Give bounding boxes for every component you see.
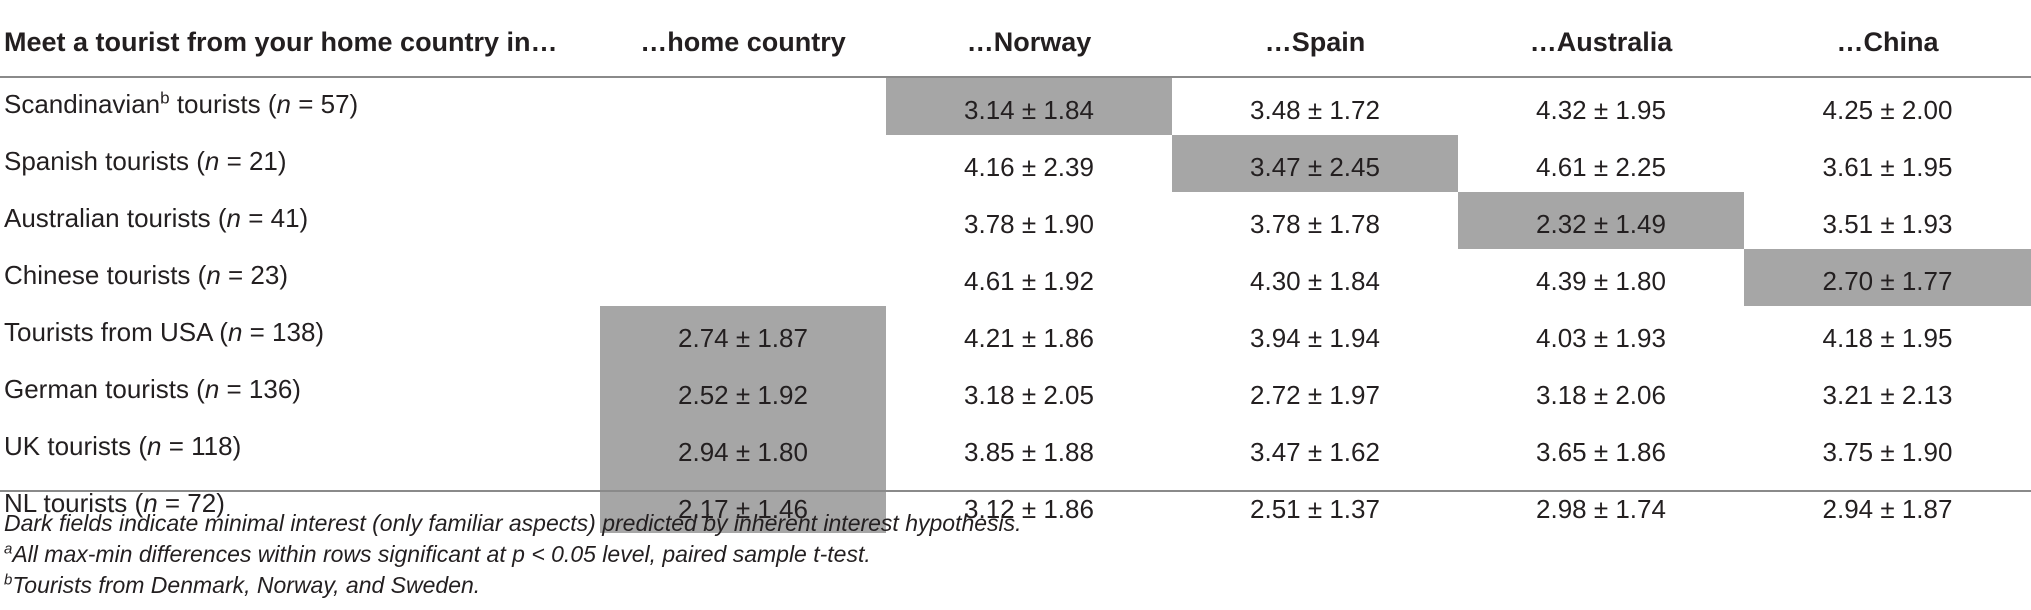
- table-cell: 2.98 ± 1.74: [1536, 493, 1666, 524]
- table-cell: 4.21 ± 1.86: [964, 323, 1094, 353]
- row-label: Tourists from USA (n = 138): [4, 317, 325, 347]
- row-label-header: Meet a tourist from your home country in…: [0, 14, 600, 78]
- row-label: Spanish tourists (n = 21): [4, 146, 287, 176]
- table-bottom-rule: [0, 490, 2031, 492]
- table-cell: 2.94 ± 1.87: [1822, 493, 1953, 524]
- table-cell: 3.78 ± 1.78: [1250, 209, 1380, 239]
- table-cell: 3.94 ± 1.94: [1250, 323, 1380, 353]
- header-row: Meet a tourist from your home country in…: [0, 14, 2031, 78]
- table-cell: 4.61 ± 1.92: [964, 266, 1094, 296]
- table-cell: 4.16 ± 2.39: [964, 152, 1094, 182]
- table-cell: 2.72 ± 1.97: [1250, 380, 1380, 410]
- row-label: Australian tourists (n = 41): [4, 203, 309, 233]
- table-cell: 3.47 ± 2.45: [1172, 135, 1458, 192]
- table-cell: [600, 249, 886, 306]
- row-label: UK tourists (n = 118): [4, 431, 242, 461]
- table-cell: 4.39 ± 1.80: [1536, 266, 1666, 296]
- table-cell: 3.61 ± 1.95: [1822, 152, 1953, 182]
- column-header-norway: …Norway: [886, 14, 1172, 78]
- table-cell: 3.47 ± 1.62: [1250, 437, 1380, 467]
- footnote-dark-fields: Dark fields indicate minimal interest (o…: [4, 510, 1022, 536]
- table-cell: 4.61 ± 2.25: [1536, 152, 1666, 182]
- results-table: Meet a tourist from your home country in…: [0, 14, 2031, 533]
- table-cell: 3.18 ± 2.05: [964, 380, 1094, 410]
- table-cell: [600, 135, 886, 192]
- table-row: Spanish tourists (n = 21) 4.16 ± 2.39 3.47…: [0, 135, 2031, 192]
- footnote-a: aAll max-min differences within rows sig…: [4, 540, 871, 567]
- column-header-china: …China: [1744, 14, 2031, 78]
- table-cell: 3.51 ± 1.93: [1822, 209, 1953, 239]
- table-cell: 3.65 ± 1.86: [1536, 437, 1666, 467]
- table-cell: 4.18 ± 1.95: [1822, 323, 1953, 353]
- table-row: Chinese tourists (n = 23) 4.61 ± 1.92 4.30…: [0, 249, 2031, 306]
- row-label: German tourists (n = 136): [4, 374, 301, 404]
- column-header-home-country: …home country: [600, 14, 886, 78]
- table-row: Scandinavianb tourists (n = 57) 3.14 ± 1.…: [0, 77, 2031, 135]
- table-row: Tourists from USA (n = 138) 2.74 ± 1.87 4.…: [0, 306, 2031, 363]
- table-cell: 2.51 ± 1.37: [1250, 493, 1380, 524]
- table-cell: 2.52 ± 1.92: [600, 363, 886, 420]
- table-cell: 3.14 ± 1.84: [886, 77, 1172, 135]
- column-header-spain: …Spain: [1172, 14, 1458, 78]
- table-body: Scandinavianb tourists (n = 57) 3.14 ± 1.…: [0, 77, 2031, 533]
- row-label: Scandinavianb tourists (n = 57): [4, 88, 359, 119]
- row-label: NL tourists (n = 72): [4, 487, 225, 518]
- table-cell: 4.32 ± 1.95: [1536, 95, 1666, 125]
- table-cell: 3.85 ± 1.88: [964, 437, 1094, 467]
- table-row: German tourists (n = 136) 2.52 ± 1.92 3.18…: [0, 363, 2031, 420]
- table-cell: 3.75 ± 1.90: [1822, 437, 1953, 467]
- table-cell: 4.30 ± 1.84: [1250, 266, 1380, 296]
- table-cell: 4.25 ± 2.00: [1822, 95, 1953, 125]
- table-cell: [600, 192, 886, 249]
- table-cell: 4.03 ± 1.93: [1536, 323, 1666, 353]
- table-row: Australian tourists (n = 41) 3.78 ± 1.90 3…: [0, 192, 2031, 249]
- column-header-australia: …Australia: [1458, 14, 1744, 78]
- table-cell: 3.12 ± 1.86: [964, 493, 1094, 524]
- table-cell: [600, 77, 886, 135]
- footnote-b: bTourists from Denmark, Norway, and Swed…: [4, 571, 481, 598]
- table-cell: 2.17 ± 1.46: [600, 477, 886, 533]
- table-cell: 2.94 ± 1.80: [600, 420, 886, 477]
- table-row: UK tourists (n = 118) 2.94 ± 1.80 3.85 ± 1…: [0, 420, 2031, 477]
- table-cell: 2.74 ± 1.87: [600, 306, 886, 363]
- table-cell: 2.70 ± 1.77: [1744, 249, 2031, 306]
- table-cell: 3.18 ± 2.06: [1536, 380, 1666, 410]
- table-cell: 2.32 ± 1.49: [1458, 192, 1744, 249]
- row-label: Chinese tourists (n = 23): [4, 260, 288, 290]
- table-footnotes: Dark fields indicate minimal interest (o…: [4, 508, 1022, 601]
- table-cell: 3.21 ± 2.13: [1822, 380, 1953, 410]
- table-cell: 3.48 ± 1.72: [1250, 95, 1380, 125]
- table-cell: 3.78 ± 1.90: [964, 209, 1094, 239]
- table-row: NL tourists (n = 72) 2.17 ± 1.46 3.12 ± 1.…: [0, 477, 2031, 533]
